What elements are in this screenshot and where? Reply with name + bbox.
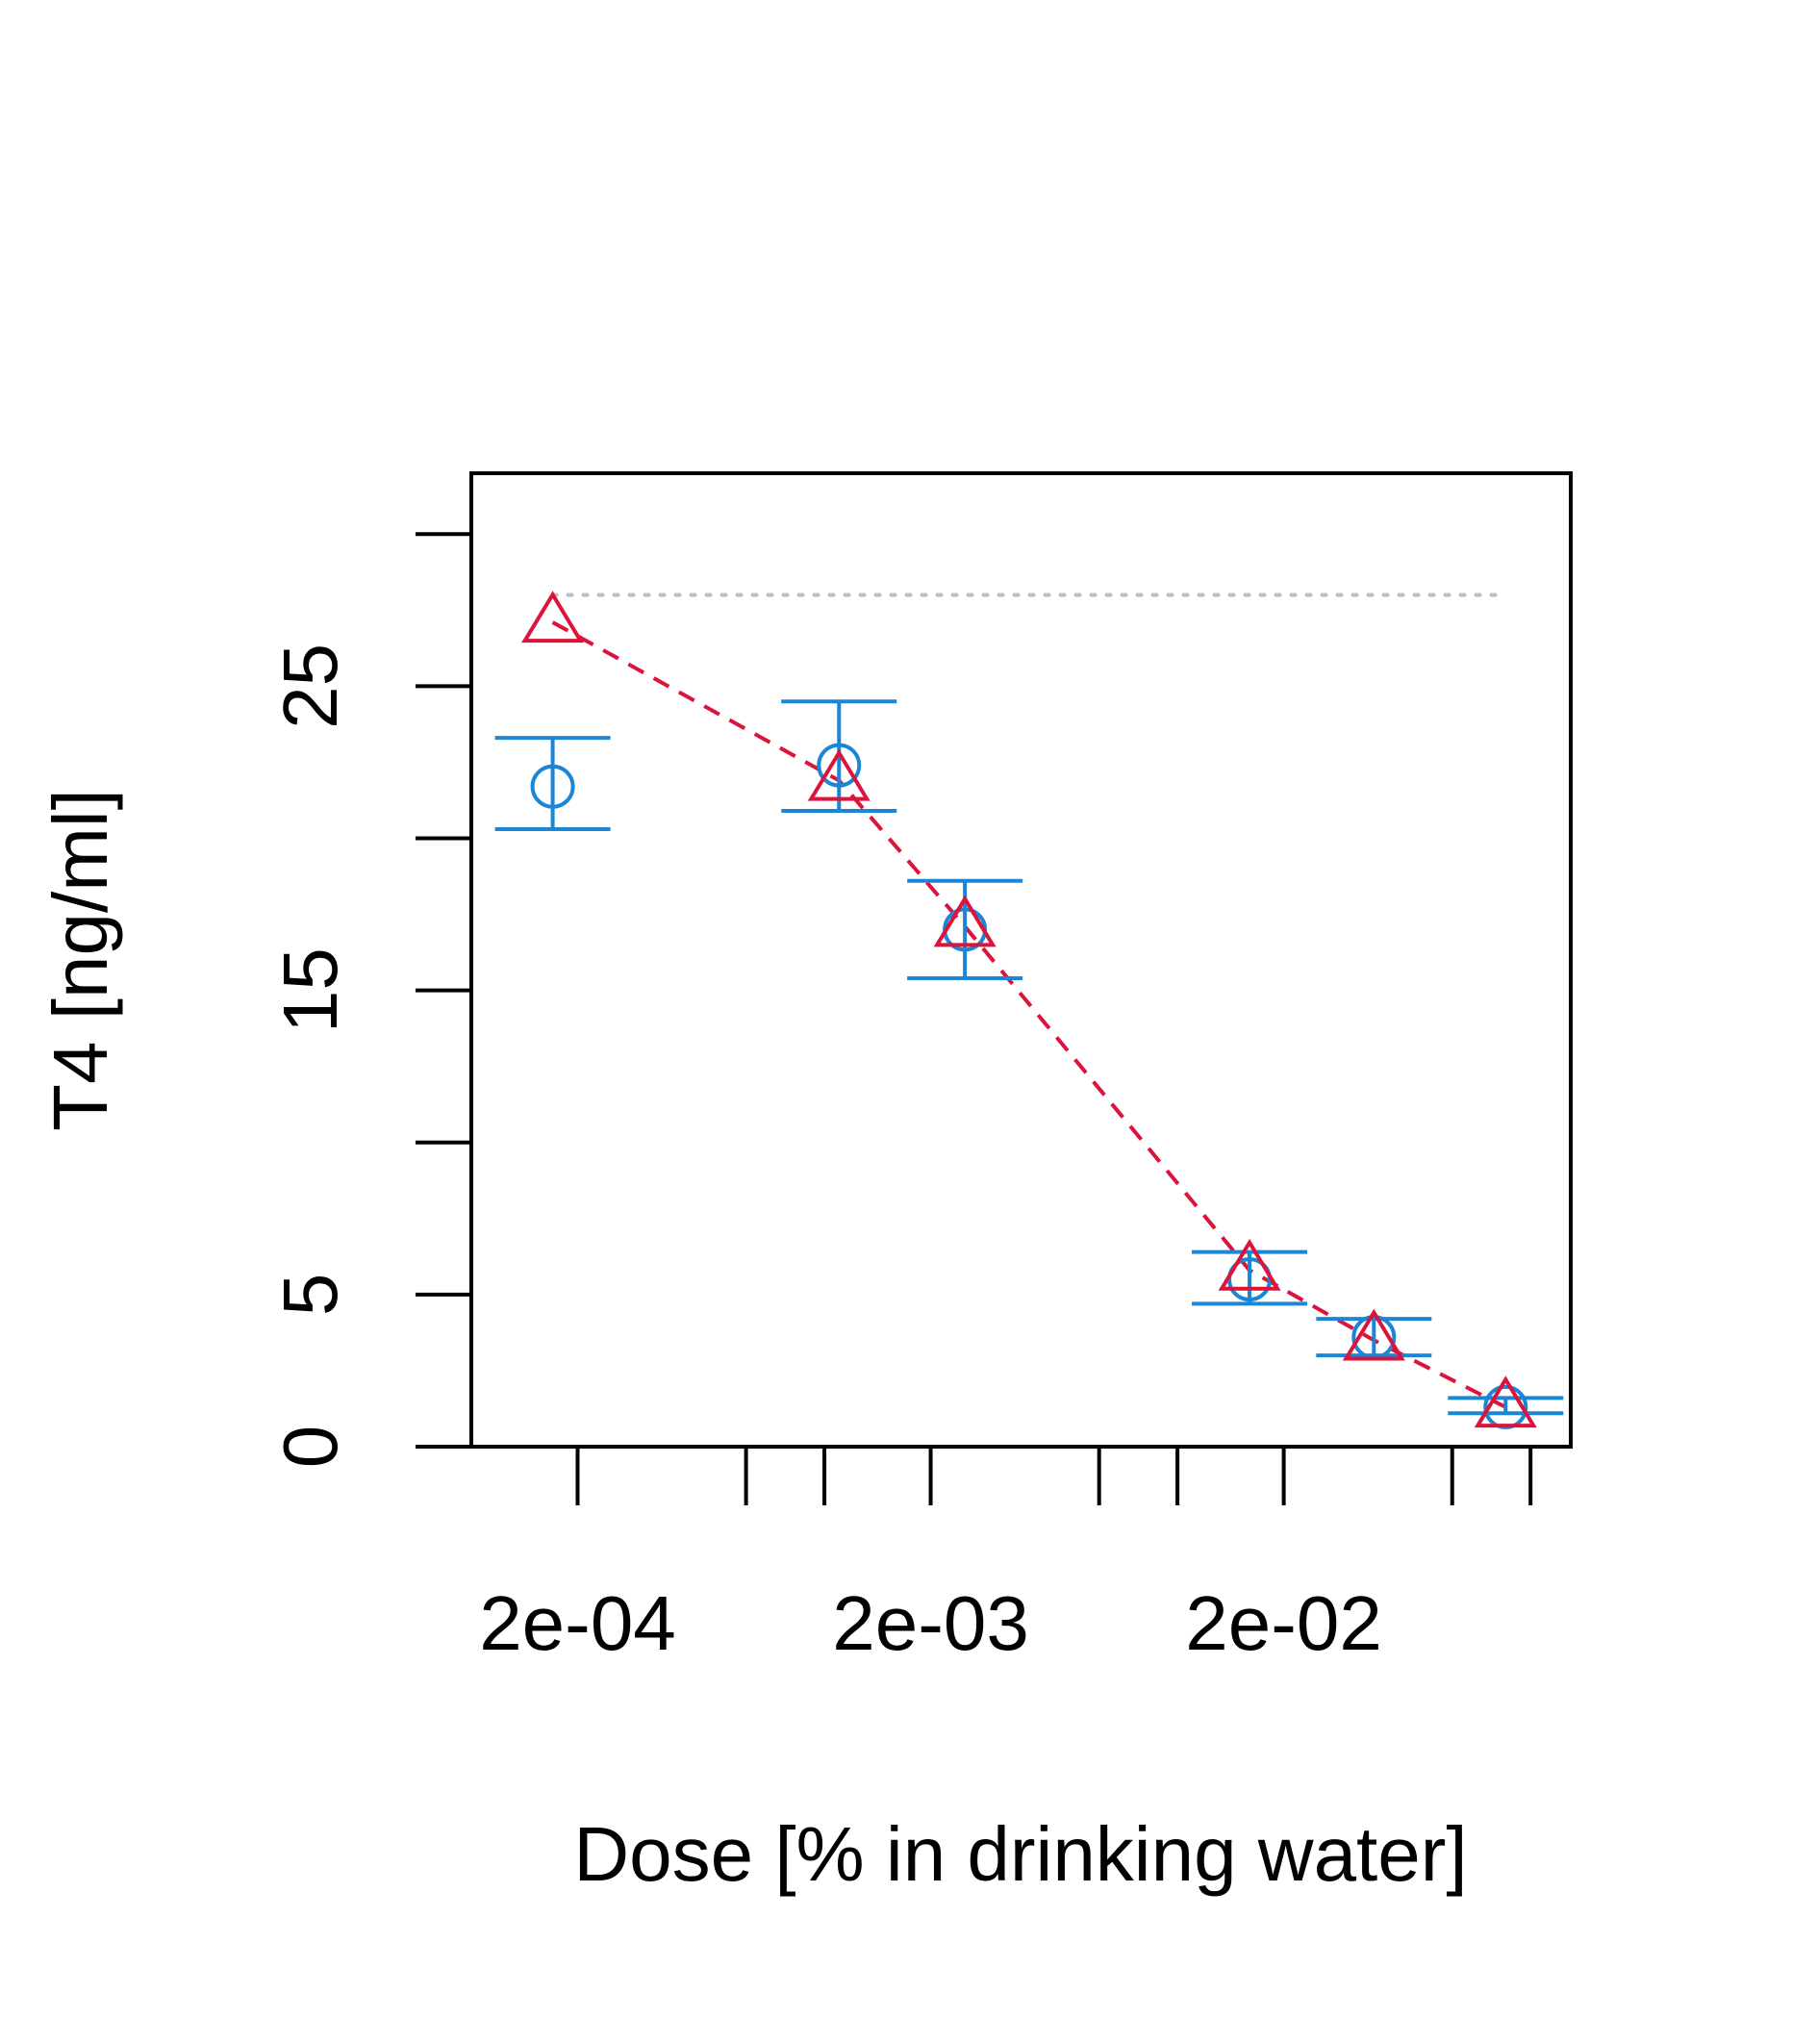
data-point-circle (530, 764, 575, 809)
data-point-triangle (933, 895, 997, 947)
x-tick-label: 2e-02 (1185, 1580, 1382, 1666)
data-point-triangle (521, 591, 585, 643)
y-tick-label: 0 (267, 1426, 353, 1469)
x-tick-label: 2e-04 (479, 1580, 676, 1666)
fitted-line-layer (551, 620, 1507, 1409)
plot-frame (469, 471, 1573, 1449)
data-point-triangle (1218, 1238, 1281, 1291)
y-axis-label: T4 [ng/ml] (38, 789, 123, 1131)
y-tick-label: 5 (267, 1274, 353, 1317)
axis-layer: 0 5 15 25 2e-04 2e-03 2e-02 (267, 532, 1533, 1666)
fitted-curve (551, 620, 1507, 1409)
y-tick-label: 25 (267, 643, 353, 729)
data-point-circle (817, 743, 862, 788)
data-point-triangle (1474, 1375, 1537, 1428)
x-axis-label: Dose [% in drinking water] (573, 1811, 1467, 1897)
error-bar-layer (494, 699, 1564, 1416)
data-point-triangle (807, 748, 871, 801)
data-point-triangle (1342, 1308, 1405, 1361)
point-layer (521, 591, 1537, 1429)
x-tick-label: 2e-03 (832, 1580, 1029, 1666)
y-tick-label: 15 (267, 947, 353, 1033)
